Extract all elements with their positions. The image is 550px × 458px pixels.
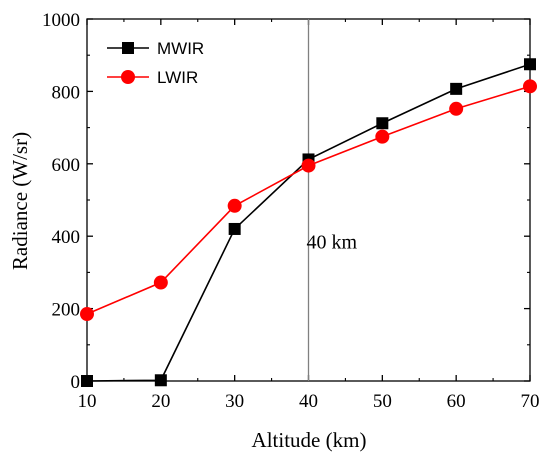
- y-tick-label: 1000: [42, 10, 80, 31]
- data-point-lwir: [153, 275, 168, 290]
- x-tick-label: 40: [299, 391, 318, 412]
- legend-item-lwir: LWIR: [107, 68, 198, 87]
- y-axis-title: Radiance (W/sr): [8, 132, 32, 270]
- data-point-mwir: [81, 375, 93, 387]
- data-point-lwir: [80, 307, 94, 322]
- legend-marker: [122, 42, 134, 54]
- data-point-mwir: [154, 374, 167, 387]
- data-point-lwir: [375, 129, 390, 144]
- legend-marker: [121, 70, 135, 84]
- data-point-mwir: [524, 58, 536, 71]
- series-lwir: [80, 79, 537, 322]
- x-tick-label: 70: [521, 391, 540, 412]
- x-tick-label: 20: [151, 391, 170, 412]
- y-tick-label: 200: [52, 300, 81, 321]
- y-tick-label: 800: [52, 82, 81, 103]
- reference-line-label: 40 km: [307, 232, 358, 254]
- y-tick-label: 400: [52, 227, 81, 248]
- x-tick-label: 50: [373, 391, 392, 412]
- y-tick-label: 0: [71, 372, 81, 393]
- x-axis-title: Altitude (km): [252, 428, 367, 452]
- x-tick-label: 10: [78, 391, 97, 412]
- data-point-lwir: [449, 101, 464, 116]
- x-tick-label: 60: [447, 391, 466, 412]
- data-point-lwir: [523, 79, 537, 94]
- data-point-lwir: [227, 198, 242, 213]
- x-tick-label: 30: [225, 391, 244, 412]
- legend-item-mwir: MWIR: [107, 39, 204, 58]
- legend-label: MWIR: [157, 39, 204, 58]
- legend-label: LWIR: [157, 68, 198, 87]
- data-point-mwir: [376, 117, 389, 130]
- data-point-lwir: [301, 158, 316, 173]
- data-point-mwir: [450, 82, 463, 95]
- y-tick-label: 600: [52, 155, 81, 176]
- data-point-mwir: [228, 222, 241, 235]
